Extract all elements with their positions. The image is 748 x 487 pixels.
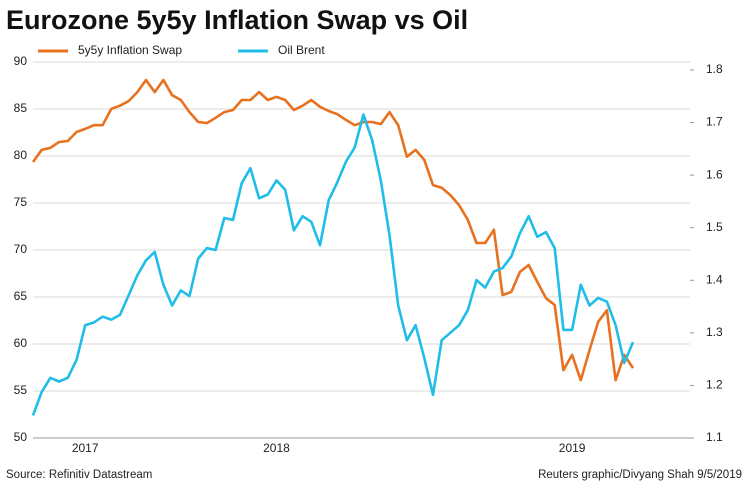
y2-tick-label: 1.5 <box>706 220 723 234</box>
y2-tick-label: 1.4 <box>706 272 723 286</box>
series-line <box>31 78 635 382</box>
y-tick-label: 75 <box>14 195 28 209</box>
x-tick-label: 2018 <box>263 441 290 455</box>
credit: Reuters graphic/Divyang Shah 9/5/2019 <box>538 469 742 481</box>
y-tick-label: 60 <box>14 336 28 350</box>
x-tick-label: 2017 <box>72 441 99 455</box>
legend-label: Oil Brent <box>278 43 325 57</box>
series-line <box>31 113 635 416</box>
y-tick-label: 90 <box>14 54 28 68</box>
y2-tick-label: 1.1 <box>706 430 723 444</box>
y2-tick-label: 1.2 <box>706 378 723 392</box>
y2-tick-label: 1.8 <box>706 62 723 76</box>
source: Source: Refinitiv Datastream <box>6 469 152 481</box>
y-tick-label: 80 <box>14 148 28 162</box>
y-tick-label: 55 <box>14 383 28 397</box>
y-tick-label: 85 <box>14 101 28 115</box>
y2-tick-label: 1.3 <box>706 325 723 339</box>
y2-tick-label: 1.7 <box>706 115 723 129</box>
chart-title: Eurozone 5y5y Inflation Swap vs Oil <box>6 5 468 35</box>
y-tick-label: 65 <box>14 289 28 303</box>
y-tick-label: 70 <box>14 242 28 256</box>
legend-label: 5y5y Inflation Swap <box>78 43 182 57</box>
y2-tick-label: 1.6 <box>706 167 723 181</box>
y-tick-label: 50 <box>14 430 28 444</box>
x-tick-label: 2019 <box>559 441 586 455</box>
